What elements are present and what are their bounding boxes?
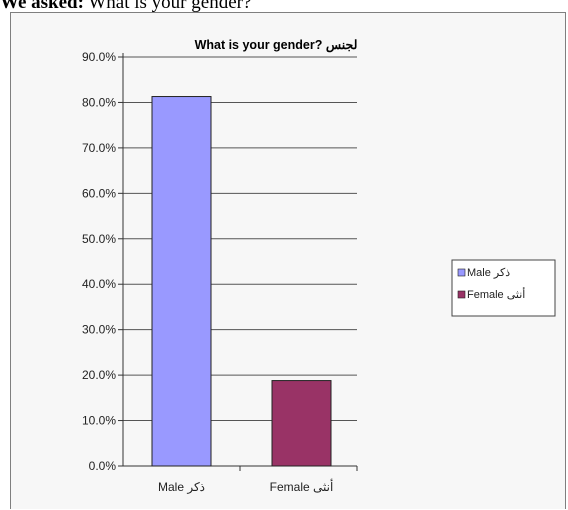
bar-female <box>271 380 332 467</box>
x-tick-label: Female أنثى <box>270 479 334 494</box>
legend-box <box>451 259 556 317</box>
bar-male <box>151 96 212 467</box>
chart-frame: What is your gender? لجنس 0.0% 10.0% 20.0% 3… <box>10 12 566 509</box>
y-tick-label: 80.0% <box>82 95 116 109</box>
chart-title: What is your gender? لجنس <box>195 38 358 53</box>
legend-swatch-male <box>457 268 466 277</box>
y-tick-label: 40.0% <box>82 277 116 291</box>
y-tick-label: 0.0% <box>89 459 117 473</box>
y-tick-label: 50.0% <box>82 232 116 246</box>
intro-line: We asked: What is your gender? <box>0 0 252 13</box>
y-tick-label: 60.0% <box>82 186 116 200</box>
x-tick-label: Male ذكر <box>158 480 205 494</box>
legend-label: Female أنثى <box>467 287 525 301</box>
y-tick-label: 20.0% <box>82 368 116 382</box>
y-tick-label: 90.0% <box>82 50 116 64</box>
y-tick-label: 10.0% <box>82 414 116 428</box>
legend-swatch-female <box>457 290 466 299</box>
intro-question: What is your gender? <box>88 0 252 13</box>
intro-label: We asked: <box>0 0 84 13</box>
gender-bar-chart: What is your gender? لجنس 0.0% 10.0% 20.0% 3… <box>82 38 556 494</box>
y-tick-label: 70.0% <box>82 141 116 155</box>
legend-label: Male ذكر <box>467 267 510 279</box>
y-tick-label: 30.0% <box>82 323 116 337</box>
